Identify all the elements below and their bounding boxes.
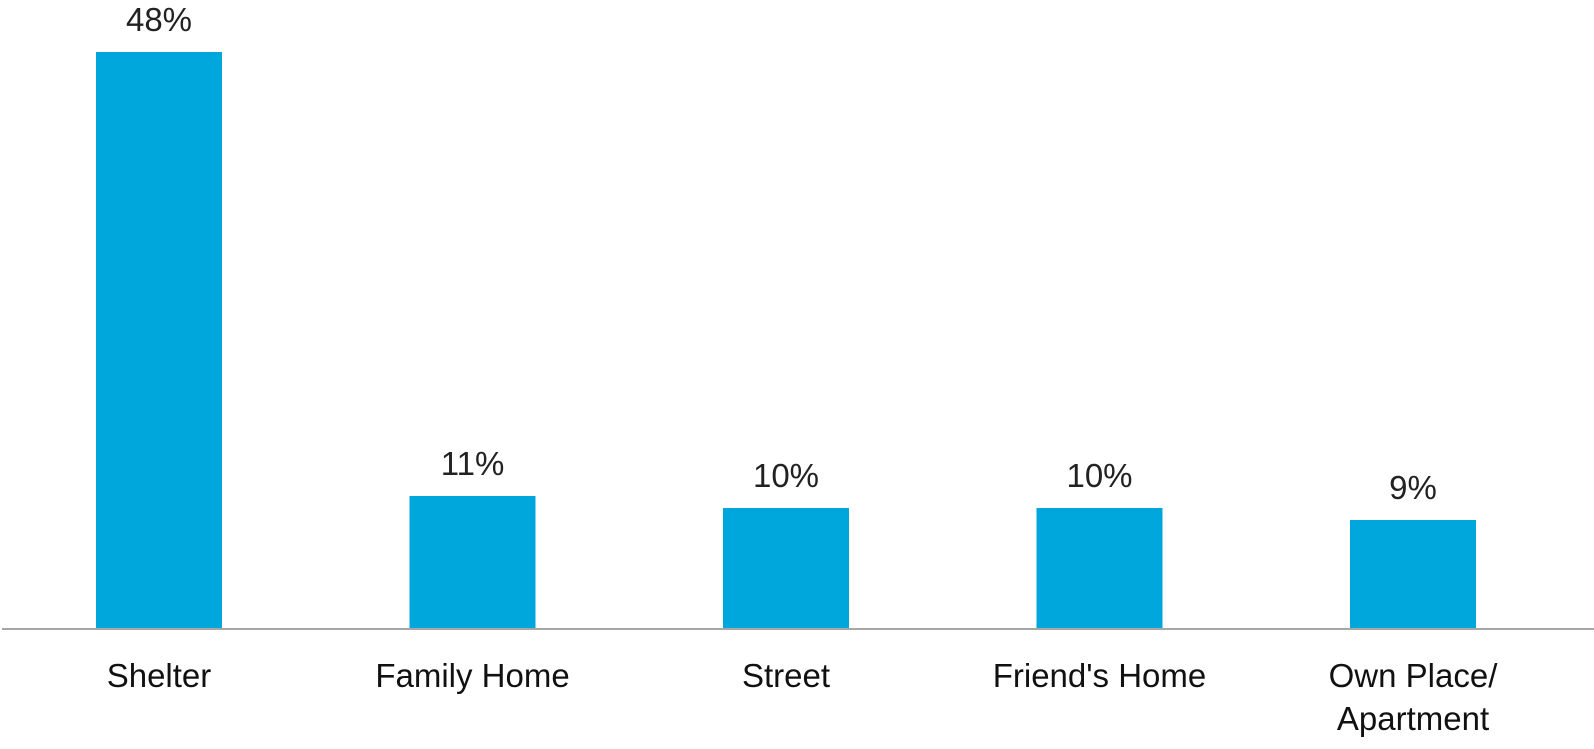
bar-value-label: 11% — [441, 445, 505, 482]
bar-2 — [723, 508, 849, 628]
bar-value-label: 9% — [1389, 469, 1437, 506]
category-label-line: Friend's Home — [993, 657, 1207, 694]
category-label-line: Own Place/ — [1329, 657, 1499, 694]
bars-layer — [96, 52, 1476, 628]
category-label: Street — [742, 657, 830, 694]
value-labels-layer: 48% 11% 10% 10% 9% — [126, 1, 1437, 506]
category-label-line: Family Home — [375, 657, 569, 694]
category-label-line: Shelter — [107, 657, 212, 694]
bar-4 — [1350, 520, 1476, 628]
bar-3 — [1036, 508, 1163, 628]
bar-1 — [409, 496, 536, 628]
bar-value-label: 10% — [1066, 457, 1132, 494]
category-labels-layer: Shelter Family Home Street Friend's Home Own… — [107, 657, 1498, 737]
bar-value-label: 10% — [753, 457, 819, 494]
bar-0 — [96, 52, 222, 628]
category-label: Shelter — [107, 657, 212, 694]
category-label-line: Street — [742, 657, 830, 694]
bar-value-label: 48% — [126, 1, 192, 38]
category-label: Own Place/Apartment — [1329, 657, 1499, 737]
category-label: Family Home — [375, 657, 569, 694]
category-label-line: Apartment — [1337, 700, 1489, 737]
category-label: Friend's Home — [993, 657, 1207, 694]
